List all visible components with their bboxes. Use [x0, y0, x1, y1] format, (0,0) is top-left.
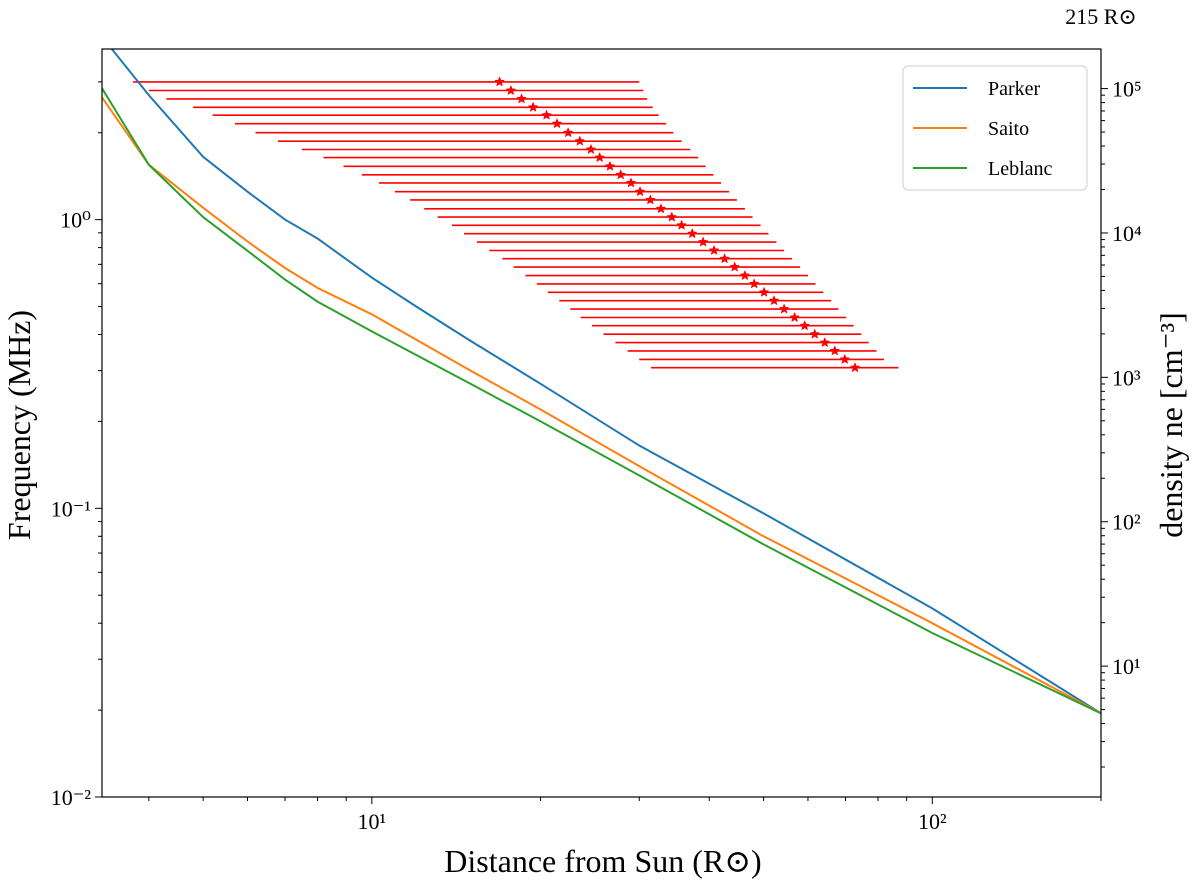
burst-point [541, 109, 552, 120]
series-line-leblanc [102, 87, 1101, 715]
y2-tick-label: 10¹ [1112, 654, 1141, 679]
burst-point [719, 253, 730, 264]
burst-point [494, 76, 505, 87]
burst-point [768, 294, 780, 306]
burst-point [729, 261, 741, 272]
tick-labels: 10¹ 10² 10⁻² 10⁻¹ 10⁰ 10¹ 10² 10³ 10⁴ 10⁵ [51, 77, 1142, 834]
burst-point [708, 244, 720, 256]
x-tick-label: 10² [918, 809, 947, 834]
burst-point [666, 211, 678, 222]
y2-tick-label: 10⁵ [1112, 77, 1142, 102]
plot-frame [101, 48, 1102, 798]
legend-label-parker: Parker [988, 78, 1041, 100]
y2-tick-label: 10⁴ [1112, 221, 1142, 246]
series-line-parker [110, 49, 1101, 715]
legend-box [902, 65, 1088, 191]
model-curves [102, 49, 1101, 715]
series-line-saito [102, 96, 1101, 715]
burst-point [697, 236, 709, 247]
burst-point [655, 203, 667, 214]
burst-point [527, 101, 539, 112]
burst-point [748, 278, 760, 289]
burst-point [778, 303, 790, 314]
burst-point [574, 135, 586, 146]
y-axis-title: Frequency (MHz) [1, 310, 37, 540]
burst-point [634, 185, 646, 197]
top-distance-label: 215 R⊙ [1065, 4, 1137, 29]
burst-point [739, 269, 751, 281]
burst-point [799, 320, 811, 331]
x-axis-title: Distance from Sun (R⊙) [444, 843, 761, 879]
burst-points [494, 76, 861, 373]
burst-point [676, 219, 687, 230]
y-tick-label: 10⁻¹ [51, 496, 91, 521]
burst-point [594, 151, 606, 163]
y2-tick-label: 10² [1112, 510, 1141, 535]
burst-point [644, 194, 656, 205]
legend[interactable]: Parker Saito Leblanc [902, 65, 1088, 191]
burst-point [551, 117, 563, 129]
burst-point [849, 362, 861, 373]
burst-point [562, 127, 574, 138]
burst-point [585, 143, 597, 155]
burst-point [829, 345, 841, 356]
burst-point [809, 328, 821, 339]
burst-point [758, 286, 770, 297]
y-tick-label: 10⁰ [60, 208, 91, 233]
x-tick-label: 10¹ [357, 809, 386, 834]
burst-point [615, 169, 627, 180]
legend-label-leblanc: Leblanc [988, 158, 1053, 180]
axis-ticks [95, 81, 1108, 804]
y2-axis-title: density ne [cm⁻³] [1153, 312, 1189, 538]
burst-point [516, 93, 527, 104]
burst-point [625, 177, 637, 188]
burst-point [604, 160, 616, 171]
legend-label-saito: Saito [988, 118, 1029, 140]
burst-point [505, 84, 517, 96]
y-tick-label: 10⁻² [51, 785, 92, 810]
burst-point [839, 353, 851, 364]
burst-point [686, 228, 698, 239]
burst-point [789, 311, 801, 323]
y2-tick-label: 10³ [1112, 365, 1141, 390]
burst-point [819, 336, 831, 348]
